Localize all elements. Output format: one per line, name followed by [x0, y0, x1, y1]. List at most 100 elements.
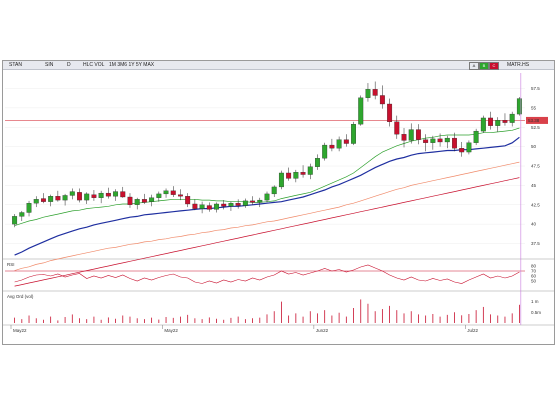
candle-body [242, 200, 248, 206]
candle-body [55, 196, 61, 201]
price-tick-label: 37.5 [531, 241, 540, 246]
rsi-tick-label: 80 [531, 264, 537, 269]
candle-body [502, 120, 508, 123]
range-controls[interactable]: 1M 3M6 1Y 5Y MAX [109, 62, 155, 68]
candle-body [351, 124, 356, 144]
price-tick-label: 47.5 [531, 164, 540, 169]
candle-body [495, 120, 501, 126]
candle-body [437, 138, 443, 143]
sma20-line [14, 127, 520, 227]
fields-label[interactable]: HLC VOL [83, 62, 105, 68]
candle-body [127, 196, 133, 205]
right-label[interactable]: MATR.HS [507, 62, 530, 68]
candle-body [250, 200, 256, 203]
last-price-label: 53.38 [528, 118, 540, 123]
rsi-line [14, 264, 520, 284]
rsi-tick-label: 50 [531, 279, 537, 284]
candle-body [149, 197, 155, 202]
candle-body [293, 172, 299, 179]
candle-body [185, 196, 191, 205]
candle-body [379, 95, 385, 105]
candle-body [473, 130, 479, 143]
candle-body [84, 193, 90, 201]
candle-body [401, 134, 407, 141]
candle-body [141, 199, 147, 203]
candle-body [408, 129, 414, 141]
price-tick-label: 40 [531, 222, 537, 227]
candle-body [170, 190, 176, 195]
candle-body [199, 204, 205, 209]
candle-body [257, 199, 263, 203]
last-price-badge [526, 116, 548, 124]
candle-body [459, 148, 465, 153]
candle-body [322, 144, 328, 159]
candle-body [134, 199, 140, 205]
candle-body [77, 192, 82, 201]
toolbar-button-c[interactable]: C [489, 62, 499, 70]
sma100-line [14, 161, 520, 271]
candle-body [33, 199, 39, 204]
candle-body [113, 191, 119, 197]
candle-body [343, 139, 349, 144]
candle-body [415, 129, 421, 140]
candle-body [12, 216, 18, 225]
candle-body [394, 121, 400, 135]
candle-body [452, 137, 457, 149]
x-tick-label: May22 [164, 328, 178, 333]
candle-body [120, 191, 126, 198]
toolbar-button-b[interactable]: B [479, 62, 489, 70]
sma50-line [14, 136, 520, 256]
period-label[interactable]: D [67, 62, 71, 68]
rsi-tick-label: 60 [531, 274, 537, 279]
toolbar-button-a[interactable]: A [469, 62, 479, 70]
price-tick-label: 55 [531, 105, 537, 110]
candle-body [372, 89, 378, 96]
exchange-label[interactable]: SIN [45, 62, 54, 68]
x-tick-label: May22 [13, 328, 27, 333]
candle-body [40, 198, 46, 202]
candle-body [387, 103, 393, 122]
candle-body [192, 203, 198, 209]
candle-body [480, 117, 486, 132]
volume-tick-label: 1 m [531, 299, 539, 304]
candle-body [423, 139, 429, 143]
candle-body [300, 172, 306, 175]
candle-body [206, 205, 212, 210]
rsi-title: RSI [7, 262, 15, 267]
candle-body [509, 113, 515, 123]
candle-body [430, 138, 436, 143]
candle-body [336, 139, 342, 149]
x-tick-label: Jun22 [316, 328, 329, 333]
candle-body [62, 195, 68, 201]
candle-body [315, 158, 320, 167]
sma200-line [14, 177, 520, 287]
candle-body [365, 89, 371, 98]
volume-tick-label: 0.5m [531, 310, 541, 315]
volume-title: Avg Ord (vol) [7, 294, 34, 299]
price-tick-label: 57.5 [531, 86, 540, 91]
candle-body [271, 186, 277, 195]
x-tick-label: Jul22 [467, 328, 478, 333]
candle-body [228, 203, 234, 207]
candle-body [307, 166, 313, 175]
candle-body [91, 194, 97, 198]
candle-body [69, 191, 75, 196]
candle-body [19, 212, 25, 217]
candle-body [286, 172, 292, 179]
symbol-label[interactable]: STAN [9, 62, 22, 68]
candle-body [98, 192, 104, 198]
candle-body [278, 172, 284, 188]
chart-window: STAN SIN D HLC VOL 1M 3M6 1Y 5Y MAX A B … [2, 60, 555, 345]
candle-body [264, 193, 270, 201]
candle-body [48, 196, 54, 202]
candle-body [444, 137, 450, 143]
candle-body [214, 203, 219, 210]
candle-body [358, 97, 364, 125]
candle-body [178, 194, 183, 197]
candle-body [26, 203, 32, 213]
candle-body [163, 190, 169, 195]
candle-body [235, 203, 241, 206]
price-tick-label: 42.5 [531, 202, 540, 207]
chart-canvas: 37.5 40 42.5 45 47.5 50 52.5 55 57.5 53.38 RSI 8070… [3, 73, 554, 333]
price-tick-label: 52.5 [531, 125, 540, 130]
